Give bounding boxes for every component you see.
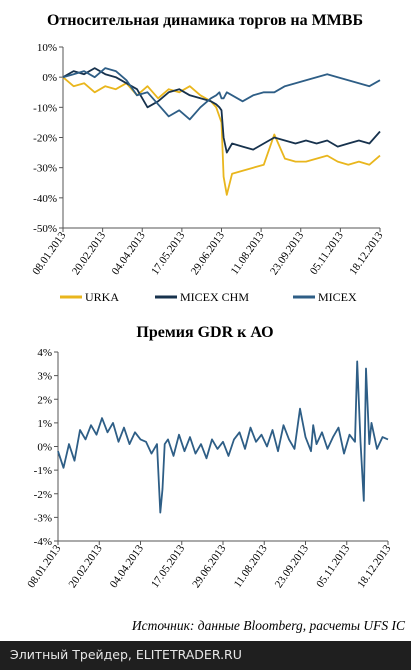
legend: URKA MICEX CHM MICEX [60,290,357,304]
chart2-x-tick-label: 29.06.2013 [190,542,229,590]
chart2-y-tick-label: -1% [34,465,52,477]
chart1-x-tick-label: 11.08.2013 [229,229,267,277]
chart2-y-tick-label: -3% [34,512,52,524]
chart1-y-tick-label: -20% [33,133,57,145]
chart1-x-tick-label: 20.02.2013 [70,229,109,277]
legend-label-micex: MICEX [318,290,357,304]
chart2-plot: 4% 3% 2% 1% 0% -1% -2% -3% -4%08.01.2013 20.02.20… [25,347,394,590]
chart1-x-tick-label: 23.09.2013 [268,229,307,277]
chart1-x-tick-label: 17.05.2013 [149,229,188,277]
chart1-series-line-micex-chm [62,67,381,154]
chart1-x-tick-label: 05.11.2013 [308,229,346,277]
legend-label-micex-chm: MICEX CHM [180,290,249,304]
chart1-title: Относительная динамика торгов на ММВБ [47,12,363,29]
chart1-y-tick-label: -50% [33,223,57,235]
chart2-x-tick-label: 05.11.2013 [314,542,352,590]
chart2-y-tick-label: 1% [37,418,52,430]
chart2-title: Премия GDR к АО [136,324,273,341]
chart2-x-tick-label: 11.08.2013 [232,542,270,590]
chart1-series-line-urka [62,76,381,196]
chart2-x-tick-label: 17.05.2013 [149,542,188,590]
chart2-y-tick-label: -4% [34,536,52,548]
footer-bar: Элитный Трейдер, ELITETRADER.RU [0,641,411,670]
chart1-series-line-micex [62,67,381,121]
footer-text: Элитный Трейдер, ELITETRADER.RU [10,647,242,662]
chart2-y-tick-label: -2% [34,489,52,501]
source-note: Источник: данные Bloomberg, расчеты UFS … [131,618,405,633]
chart2-x-tick-label: 23.09.2013 [273,542,312,590]
chart2-y-tick-label: 2% [37,394,52,406]
chart2-y-tick-label: 4% [37,347,52,359]
chart1-x-tick-label: 04.04.2013 [109,229,148,277]
chart2-x-tick-label: 20.02.2013 [66,542,105,590]
chart2-x-tick-label: 08.01.2013 [25,542,64,590]
chart2-y-tick-label: 3% [37,371,52,383]
chart1-y-tick-label: 10% [37,42,57,54]
chart2-series-line-premium [57,360,389,514]
chart1-x-tick-label: 08.01.2013 [30,229,69,277]
chart1-x-tick-label: 18.12.2013 [347,229,386,277]
chart1-x-tick-label: 29.06.2013 [189,229,228,277]
chart1-y-tick-label: -10% [33,102,57,114]
chart1-y-tick-label: -30% [33,163,57,175]
chart1-y-tick-label: -40% [33,193,57,205]
chart2-x-tick-label: 18.12.2013 [355,542,394,590]
chart1-y-tick-label: 0% [42,72,57,84]
chart2-y-tick-label: 0% [37,442,52,454]
legend-label-urka: URKA [85,290,119,304]
chart1-plot: 10% 0% -10% -20% -30% -40% -50%08.01.2013 20.02… [30,42,386,277]
chart2-x-tick-label: 04.04.2013 [108,542,147,590]
